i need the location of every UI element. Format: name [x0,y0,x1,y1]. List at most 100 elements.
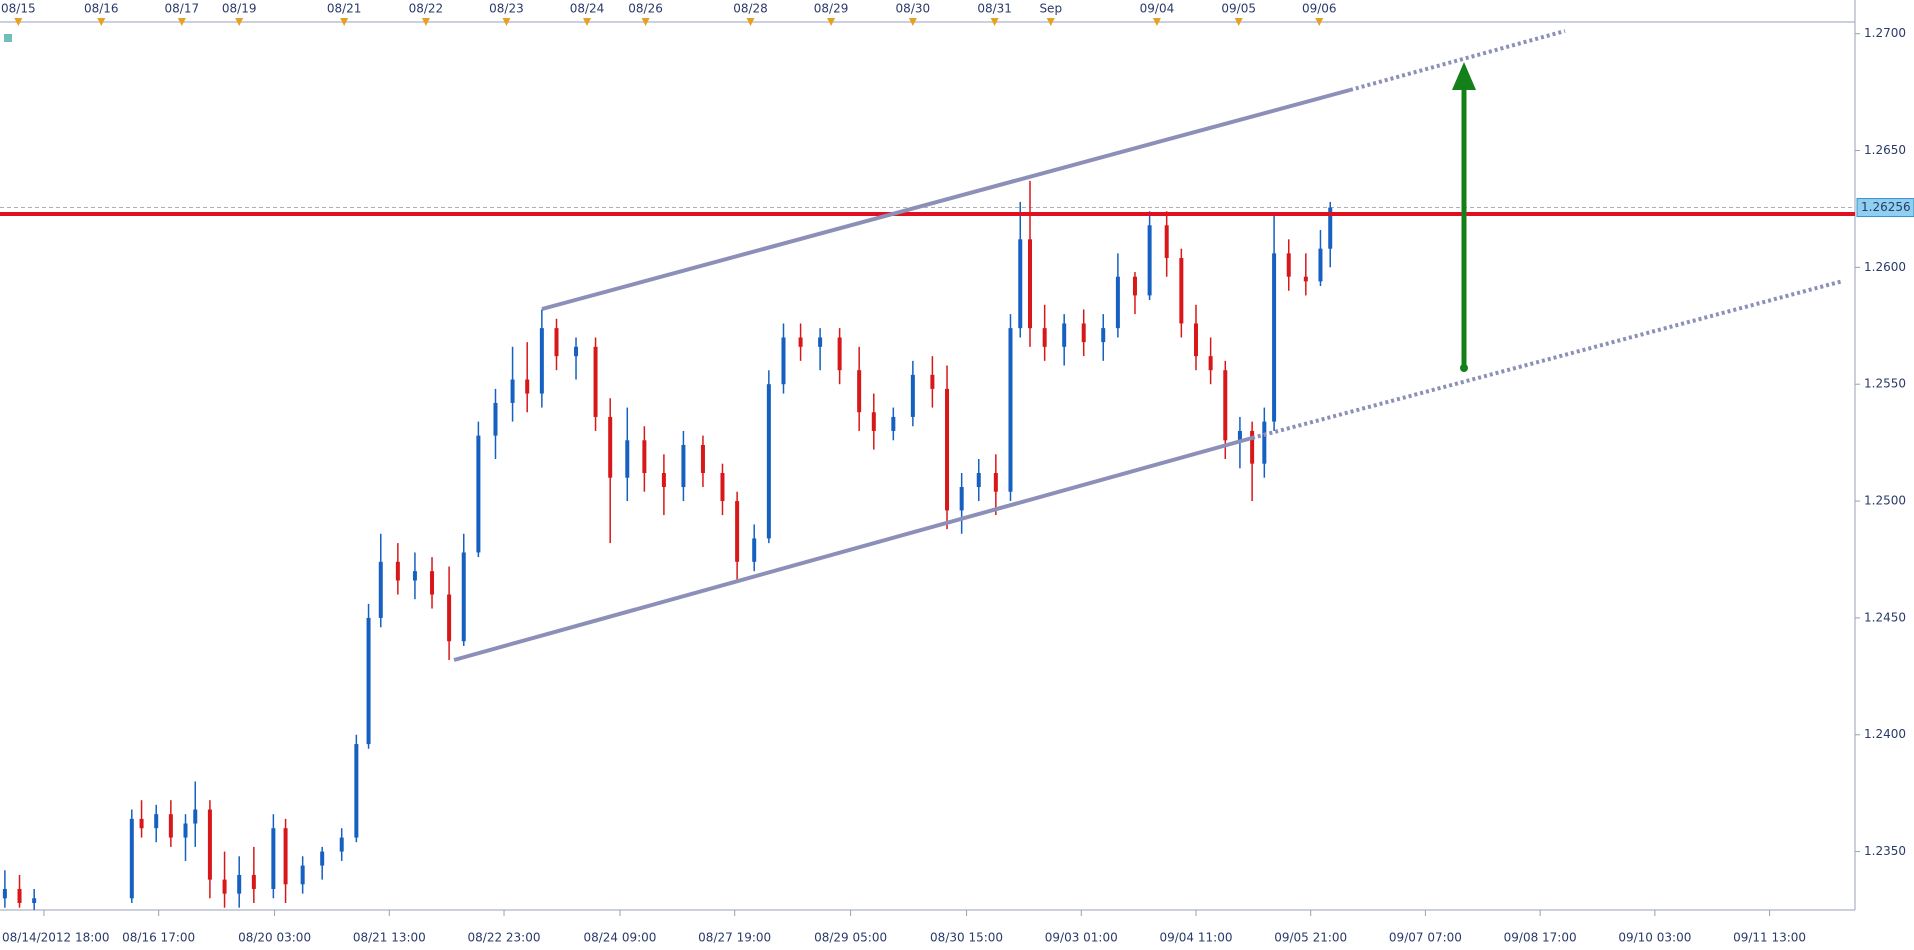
top-date-label: 08/29 [814,2,849,16]
top-date-marker [641,18,650,26]
top-date-label: 09/05 [1221,2,1256,16]
candle-body [1318,248,1323,282]
candle-body [976,473,981,488]
channel-upper [541,88,1351,311]
candle-body [945,388,950,511]
candle-body [818,337,823,347]
candle-body [1132,276,1137,296]
candle-body [608,416,613,478]
candle-body [1042,328,1047,347]
candle-body [1018,239,1023,329]
top-date-label: 08/31 [977,2,1012,16]
candle-body [1237,430,1242,441]
top-date-marker [97,18,106,26]
x-tick-label: 08/14/2012 18:00 [2,931,110,945]
candle-body [354,744,359,838]
channel-upper-projection [1349,29,1566,92]
x-tick-label: 08/20 03:00 [238,931,311,945]
candle-body [642,440,647,474]
candle-body [1250,430,1255,464]
candle-body [300,865,305,885]
candle-body [168,814,173,838]
candle-body [271,828,276,889]
top-date-label: 08/30 [896,2,931,16]
candle-body [207,809,212,880]
candle-body [910,374,915,417]
candle-body [1328,207,1333,249]
candle-body [554,328,559,357]
candle-body [1193,323,1198,357]
y-tick-label: 1.2350 [1864,844,1906,858]
top-date-marker [908,18,917,26]
candle-body [1115,276,1120,329]
candle-body [139,818,144,829]
candle-body [339,837,344,852]
top-date-label: Sep [1039,2,1062,16]
top-date-marker [583,18,592,26]
candle-body [237,874,242,894]
candle-body [476,435,481,553]
candle-body [735,501,740,562]
candle-body [1223,370,1228,441]
candle-body [1208,356,1213,371]
top-date-label: 08/24 [570,2,605,16]
top-date-marker [746,18,755,26]
y-tick-label: 1.2600 [1864,260,1906,274]
top-date-marker [990,18,999,26]
x-tick-label: 09/11 13:00 [1733,931,1806,945]
candle-body [1286,253,1291,277]
candle-body [251,874,256,889]
y-tick-label: 1.2550 [1864,377,1906,391]
candle-body [593,346,598,417]
candle-body [378,561,383,618]
candle-body [366,617,371,745]
top-date-marker [827,18,836,26]
candle-body [461,552,466,642]
top-date-marker [235,18,244,26]
candle-body [430,571,435,595]
x-tick-label: 08/24 09:00 [583,931,656,945]
candle-body [993,473,998,492]
candle-body [891,416,896,431]
marker-icon [4,34,12,42]
candle-body [700,444,705,474]
x-tick-label: 08/27 19:00 [698,931,771,945]
candle-body [798,337,803,347]
top-date-marker [1315,18,1324,26]
top-date-label: 08/26 [628,2,663,16]
candle-body [720,473,725,502]
candle-body [1147,225,1152,296]
candle-body [1062,323,1067,347]
candle-body [2,888,7,899]
candle-body [183,823,188,838]
candle-body [837,337,842,371]
x-tick-label: 08/29 05:00 [814,931,887,945]
y-tick-label: 1.2450 [1864,610,1906,624]
top-date-label: 08/15 [1,2,36,16]
candle-body [412,571,417,581]
top-date-label: 08/19 [222,2,257,16]
candle-body [857,370,862,413]
top-date-marker [502,18,511,26]
x-tick-label: 09/05 21:00 [1274,931,1347,945]
top-date-label: 08/17 [165,2,200,16]
x-tick-label: 09/08 17:00 [1504,931,1577,945]
candle-body [871,412,876,431]
candle-body [1164,225,1169,259]
target-arrow-origin [1460,364,1468,372]
candle-body [574,346,579,357]
y-tick-label: 1.2500 [1864,494,1906,508]
candle-body [395,561,400,581]
top-date-label: 09/04 [1140,2,1175,16]
x-tick-label: 08/22 23:00 [468,931,541,945]
last-price-label: 1.26256 [1861,200,1911,214]
top-date-marker [177,18,186,26]
candle-body [681,444,686,488]
candle-body [32,898,37,903]
candle-body [1028,239,1033,329]
candle-body [781,337,786,385]
top-date-marker [1234,18,1243,26]
candle-body [493,402,498,436]
